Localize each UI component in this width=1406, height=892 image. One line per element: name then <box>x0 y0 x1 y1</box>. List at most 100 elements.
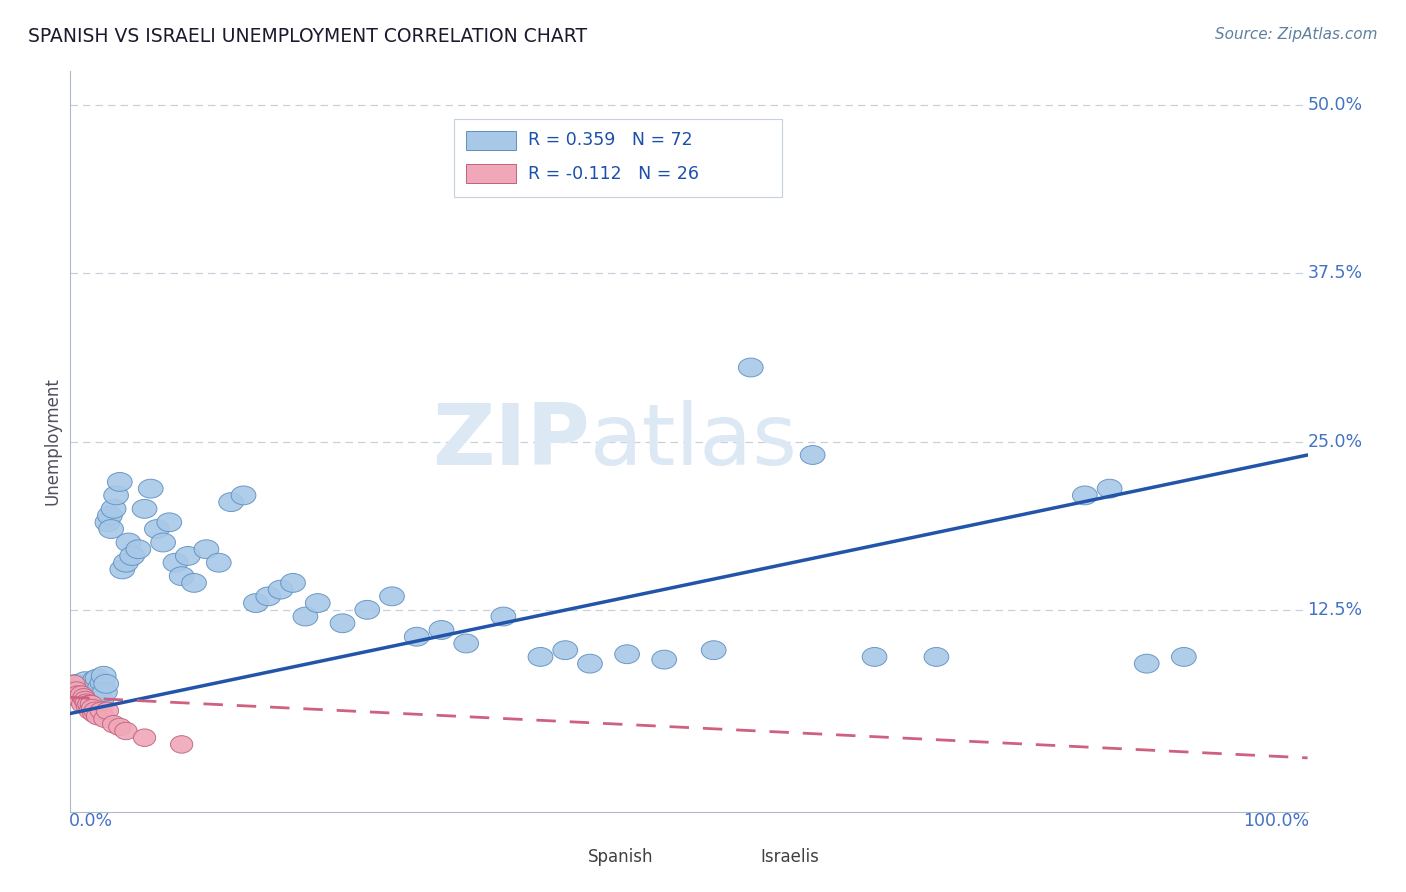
FancyBboxPatch shape <box>467 130 516 150</box>
Ellipse shape <box>75 688 98 706</box>
Ellipse shape <box>170 736 193 753</box>
Ellipse shape <box>83 705 105 723</box>
Text: R = 0.359   N = 72: R = 0.359 N = 72 <box>529 131 693 149</box>
Ellipse shape <box>63 675 86 692</box>
Ellipse shape <box>75 691 96 709</box>
Text: 25.0%: 25.0% <box>1308 433 1362 450</box>
Ellipse shape <box>70 681 96 700</box>
FancyBboxPatch shape <box>540 850 578 865</box>
Text: 100.0%: 100.0% <box>1243 812 1309 830</box>
Ellipse shape <box>429 621 454 640</box>
Ellipse shape <box>80 695 103 713</box>
Ellipse shape <box>65 674 89 693</box>
Ellipse shape <box>83 671 107 690</box>
Ellipse shape <box>110 560 135 579</box>
Ellipse shape <box>181 574 207 592</box>
Ellipse shape <box>94 710 117 728</box>
Ellipse shape <box>800 446 825 465</box>
Ellipse shape <box>103 715 125 733</box>
Ellipse shape <box>256 587 281 606</box>
Ellipse shape <box>231 486 256 505</box>
Ellipse shape <box>107 473 132 491</box>
Ellipse shape <box>163 553 188 572</box>
Ellipse shape <box>553 640 578 659</box>
Ellipse shape <box>924 648 949 666</box>
Ellipse shape <box>134 729 156 747</box>
Ellipse shape <box>76 682 101 701</box>
Ellipse shape <box>405 627 429 646</box>
Ellipse shape <box>738 358 763 377</box>
Ellipse shape <box>1097 479 1122 498</box>
Ellipse shape <box>98 520 124 539</box>
Ellipse shape <box>97 506 122 525</box>
FancyBboxPatch shape <box>467 164 516 183</box>
Ellipse shape <box>108 718 131 736</box>
Ellipse shape <box>454 634 478 653</box>
Ellipse shape <box>138 479 163 498</box>
Text: R = -0.112   N = 26: R = -0.112 N = 26 <box>529 164 699 183</box>
Ellipse shape <box>90 673 115 692</box>
Ellipse shape <box>79 702 101 720</box>
Ellipse shape <box>104 486 128 505</box>
Ellipse shape <box>77 690 103 709</box>
Ellipse shape <box>76 694 97 712</box>
Ellipse shape <box>305 594 330 613</box>
Y-axis label: Unemployment: Unemployment <box>44 377 62 506</box>
Ellipse shape <box>70 686 93 704</box>
Ellipse shape <box>89 690 114 709</box>
Ellipse shape <box>65 681 87 699</box>
Text: Israelis: Israelis <box>761 848 820 866</box>
Ellipse shape <box>69 691 91 709</box>
Ellipse shape <box>96 702 118 720</box>
Ellipse shape <box>84 676 108 695</box>
Ellipse shape <box>73 672 97 690</box>
Ellipse shape <box>652 650 676 669</box>
Ellipse shape <box>529 648 553 666</box>
Ellipse shape <box>157 513 181 532</box>
Ellipse shape <box>86 707 108 725</box>
Ellipse shape <box>1171 648 1197 666</box>
Ellipse shape <box>1135 654 1159 673</box>
Ellipse shape <box>330 614 354 632</box>
Ellipse shape <box>207 553 231 572</box>
Ellipse shape <box>169 566 194 585</box>
Ellipse shape <box>96 513 120 532</box>
Ellipse shape <box>77 695 100 713</box>
Ellipse shape <box>150 533 176 552</box>
Ellipse shape <box>82 695 107 714</box>
Ellipse shape <box>82 699 104 717</box>
Ellipse shape <box>114 553 138 572</box>
Text: SPANISH VS ISRAELI UNEMPLOYMENT CORRELATION CHART: SPANISH VS ISRAELI UNEMPLOYMENT CORRELAT… <box>28 27 588 45</box>
FancyBboxPatch shape <box>454 120 782 197</box>
Ellipse shape <box>176 547 200 566</box>
Ellipse shape <box>72 695 94 713</box>
Ellipse shape <box>80 680 105 698</box>
Ellipse shape <box>281 574 305 592</box>
Ellipse shape <box>219 492 243 511</box>
Ellipse shape <box>79 685 104 704</box>
Ellipse shape <box>491 607 516 626</box>
Ellipse shape <box>101 500 127 518</box>
Ellipse shape <box>66 686 89 704</box>
Text: 50.0%: 50.0% <box>1308 96 1362 114</box>
Ellipse shape <box>84 702 107 720</box>
Ellipse shape <box>86 684 111 703</box>
Ellipse shape <box>87 679 112 698</box>
Ellipse shape <box>73 689 96 706</box>
Ellipse shape <box>243 594 269 613</box>
Ellipse shape <box>194 540 219 558</box>
Ellipse shape <box>94 674 118 693</box>
Ellipse shape <box>67 689 90 706</box>
Text: ZIP: ZIP <box>432 400 591 483</box>
Ellipse shape <box>93 682 117 701</box>
Ellipse shape <box>354 600 380 619</box>
Text: Source: ZipAtlas.com: Source: ZipAtlas.com <box>1215 27 1378 42</box>
Ellipse shape <box>117 533 141 552</box>
Ellipse shape <box>676 177 702 195</box>
Ellipse shape <box>702 640 725 659</box>
Ellipse shape <box>1073 486 1097 505</box>
Text: 12.5%: 12.5% <box>1308 601 1362 619</box>
Ellipse shape <box>132 500 157 518</box>
Ellipse shape <box>91 666 117 685</box>
Ellipse shape <box>292 607 318 626</box>
